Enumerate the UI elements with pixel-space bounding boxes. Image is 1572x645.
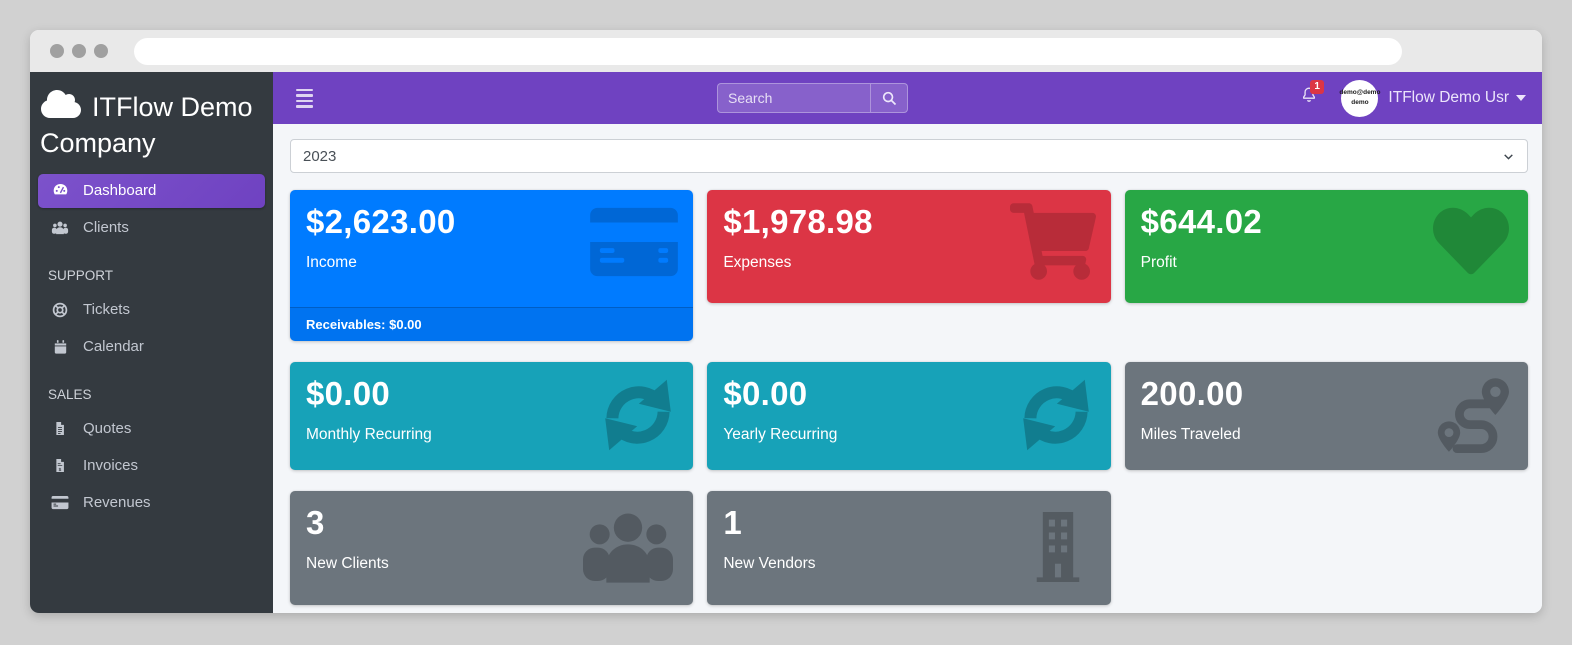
url-bar[interactable] xyxy=(134,37,1402,65)
sidebar-item-quotes[interactable]: Quotes xyxy=(38,412,265,446)
users-icon xyxy=(578,504,678,593)
sidebar-item-invoices[interactable]: $ Invoices xyxy=(38,449,265,483)
sidebar-item-label: Dashboard xyxy=(83,182,157,200)
notifications-button[interactable]: 1 xyxy=(1299,80,1324,111)
income-footer[interactable]: Receivables: $0.00 xyxy=(290,307,694,341)
window-controls xyxy=(50,44,108,58)
browser-chrome xyxy=(30,30,1542,72)
window-control-dot[interactable] xyxy=(72,44,86,58)
user-name: ITFlow Demo Usr xyxy=(1388,89,1509,106)
profit-value: $644.02 xyxy=(1140,203,1263,240)
new-vendors-value: 1 xyxy=(723,504,742,541)
users-icon xyxy=(48,220,72,235)
avatar-text: demo xyxy=(1351,99,1369,106)
miles-traveled-label: Miles Traveled xyxy=(1140,426,1241,443)
route-icon xyxy=(1433,375,1513,460)
new-clients-card[interactable]: 3 New Clients xyxy=(290,491,694,605)
window-control-dot[interactable] xyxy=(94,44,108,58)
cloud-logo-icon xyxy=(41,90,81,118)
sync-icon xyxy=(598,375,678,460)
sidebar-item-dashboard[interactable]: Dashboard xyxy=(38,173,265,208)
year-select-value: 2023 xyxy=(303,147,337,165)
profit-card[interactable]: $644.02 Profit xyxy=(1124,190,1528,303)
sidebar-item-label: Clients xyxy=(83,219,129,237)
sidebar-item-label: Tickets xyxy=(83,301,130,319)
new-vendors-card[interactable]: 1 New Vendors xyxy=(707,491,1111,605)
sync-icon xyxy=(1016,375,1096,460)
income-label: Income xyxy=(306,254,357,271)
search-icon xyxy=(882,91,896,105)
expenses-label: Expenses xyxy=(723,254,792,271)
sidebar: ITFlow Demo Company Dashboard Clients SU… xyxy=(30,72,273,613)
svg-text:$: $ xyxy=(59,467,62,473)
avatar[interactable]: demo@demo demo xyxy=(1339,79,1381,117)
caret-down-icon xyxy=(1516,95,1526,101)
expenses-card[interactable]: $1,978.98 Expenses xyxy=(707,190,1111,303)
brand-label: ITFlow Demo Company xyxy=(40,92,253,159)
top-navbar: 1 demo@demo demo ITFlow Demo Usr xyxy=(273,72,1542,124)
life-ring-icon xyxy=(48,302,72,318)
profit-label: Profit xyxy=(1140,254,1177,271)
new-vendors-label: New Vendors xyxy=(723,555,816,572)
chevron-down-icon xyxy=(1504,153,1513,160)
tachometer-icon xyxy=(48,182,72,199)
miles-traveled-value: 200.00 xyxy=(1140,375,1244,412)
monthly-recurring-label: Monthly Recurring xyxy=(306,426,432,443)
new-clients-label: New Clients xyxy=(306,555,389,572)
sidebar-section-sales: SALES xyxy=(48,386,92,402)
sidebar-item-calendar[interactable]: Calendar xyxy=(38,330,265,364)
building-icon xyxy=(1020,504,1096,595)
brand[interactable]: ITFlow Demo Company xyxy=(38,72,265,174)
user-menu[interactable]: ITFlow Demo Usr xyxy=(1388,89,1526,107)
notification-badge: 1 xyxy=(1310,80,1324,94)
monthly-recurring-card[interactable]: $0.00 Monthly Recurring xyxy=(290,362,694,470)
file-invoice-dollar-icon: $ xyxy=(48,457,72,474)
menu-toggle-icon[interactable] xyxy=(296,88,313,108)
dashboard-content: 2023 $2,623.00 Income Receivables: $0.00 xyxy=(273,124,1542,613)
sidebar-item-label: Quotes xyxy=(83,420,132,438)
sidebar-item-label: Invoices xyxy=(83,457,139,475)
expenses-value: $1,978.98 xyxy=(723,203,873,240)
sidebar-item-tickets[interactable]: Tickets xyxy=(38,293,265,327)
search-button[interactable] xyxy=(870,84,907,112)
income-value: $2,623.00 xyxy=(306,203,456,240)
new-clients-value: 3 xyxy=(306,504,325,541)
income-card[interactable]: $2,623.00 Income Receivables: $0.00 xyxy=(290,190,694,341)
yearly-recurring-label: Yearly Recurring xyxy=(723,426,838,443)
shopping-cart-icon xyxy=(1009,203,1096,285)
search-box xyxy=(717,83,908,113)
miles-traveled-card[interactable]: 200.00 Miles Traveled xyxy=(1124,362,1528,470)
sidebar-item-label: Calendar xyxy=(83,338,144,356)
monthly-recurring-value: $0.00 xyxy=(306,375,391,412)
sidebar-item-revenues[interactable]: Revenues xyxy=(38,486,265,520)
yearly-recurring-card[interactable]: $0.00 Yearly Recurring xyxy=(707,362,1111,470)
sidebar-section-support: SUPPORT xyxy=(48,267,114,283)
window-control-dot[interactable] xyxy=(50,44,64,58)
year-select[interactable]: 2023 xyxy=(290,139,1528,173)
yearly-recurring-value: $0.00 xyxy=(723,375,808,412)
heart-icon xyxy=(1429,203,1513,284)
sidebar-item-label: Revenues xyxy=(83,494,151,512)
file-lines-icon xyxy=(48,420,72,437)
search-input[interactable] xyxy=(718,84,870,112)
browser-window: ITFlow Demo Company Dashboard Clients SU… xyxy=(30,30,1542,613)
calendar-icon xyxy=(48,339,72,355)
sidebar-item-clients[interactable]: Clients xyxy=(38,211,265,245)
avatar-text: demo@demo xyxy=(1339,89,1381,97)
credit-card-icon xyxy=(590,203,679,286)
credit-card-icon xyxy=(48,495,72,510)
